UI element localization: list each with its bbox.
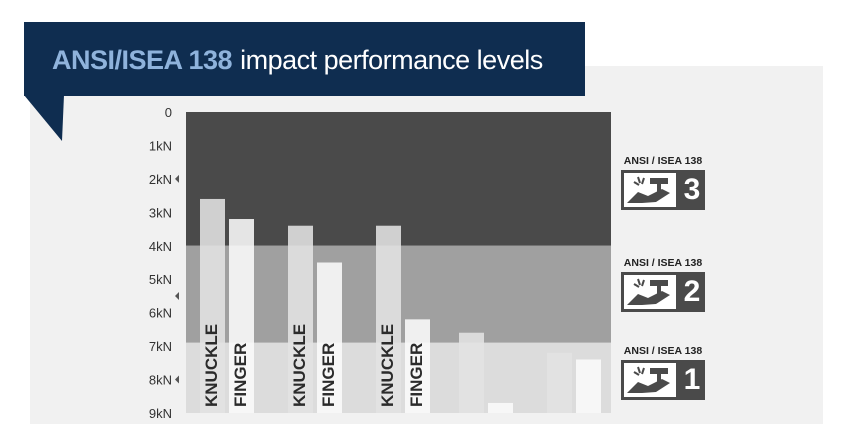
- hand-impact-icon: [624, 363, 676, 397]
- level-band-3: [186, 112, 611, 246]
- y-tick-label: 3kN: [149, 205, 172, 220]
- level-2-number: 2: [683, 275, 701, 308]
- level-2-badge: ANSI / ISEA 138 2: [618, 257, 708, 312]
- y-tick-label: 6kN: [149, 306, 172, 321]
- y-tick-label: 1kN: [149, 138, 172, 153]
- level-3-caption: ANSI / ISEA 138: [623, 155, 703, 167]
- level-marker: [175, 375, 179, 384]
- level-marker: [175, 291, 179, 300]
- bar-label: KNUCKLE: [290, 324, 309, 407]
- bar-label: KNUCKLE: [378, 324, 397, 407]
- level-1-box: 1: [621, 360, 705, 400]
- level-1-badge: ANSI / ISEA 138 1: [618, 345, 708, 400]
- chart-title: ANSI/ISEA 138 impact performance levels: [52, 42, 543, 78]
- bar-label: KNUCKLE: [202, 324, 221, 407]
- bar: [229, 219, 254, 413]
- level-3-number: 3: [683, 173, 701, 206]
- bar: [200, 198, 225, 413]
- level-3-box: 3: [621, 170, 705, 210]
- level-marker: [175, 174, 179, 183]
- bar: [459, 332, 484, 413]
- y-tick-label: 9kN: [149, 406, 172, 421]
- bar-label: FINGER: [319, 343, 338, 407]
- bar: [405, 319, 430, 413]
- bar-label: FINGER: [231, 343, 250, 407]
- hand-impact-icon: [624, 173, 676, 207]
- bar: [547, 352, 572, 413]
- hand-impact-icon: [624, 275, 676, 309]
- bar: [376, 225, 401, 413]
- y-tick-label: 7kN: [149, 339, 172, 354]
- chart-title-text: impact performance levels: [240, 45, 543, 75]
- y-tick-label: 5kN: [149, 272, 172, 287]
- bar-label: FINGER: [407, 343, 426, 407]
- chart-title-standard: ANSI/ISEA 138: [52, 45, 233, 75]
- level-1-number: 1: [683, 363, 701, 396]
- level-1-caption: ANSI / ISEA 138: [623, 345, 703, 357]
- title-banner: [24, 22, 585, 96]
- level-3-badge: ANSI / ISEA 138 3: [618, 155, 708, 210]
- y-tick-label: 4kN: [149, 239, 172, 254]
- level-2-caption: ANSI / ISEA 138: [623, 257, 703, 269]
- bar: [288, 225, 313, 413]
- bar: [576, 359, 601, 413]
- bar: [317, 262, 342, 413]
- bar: [488, 402, 513, 413]
- level-2-box: 2: [621, 272, 705, 312]
- y-tick-label: 0: [165, 105, 172, 120]
- title-banner-tail: [24, 95, 64, 141]
- y-tick-label: 2kN: [149, 172, 172, 187]
- y-tick-label: 8kN: [149, 373, 172, 388]
